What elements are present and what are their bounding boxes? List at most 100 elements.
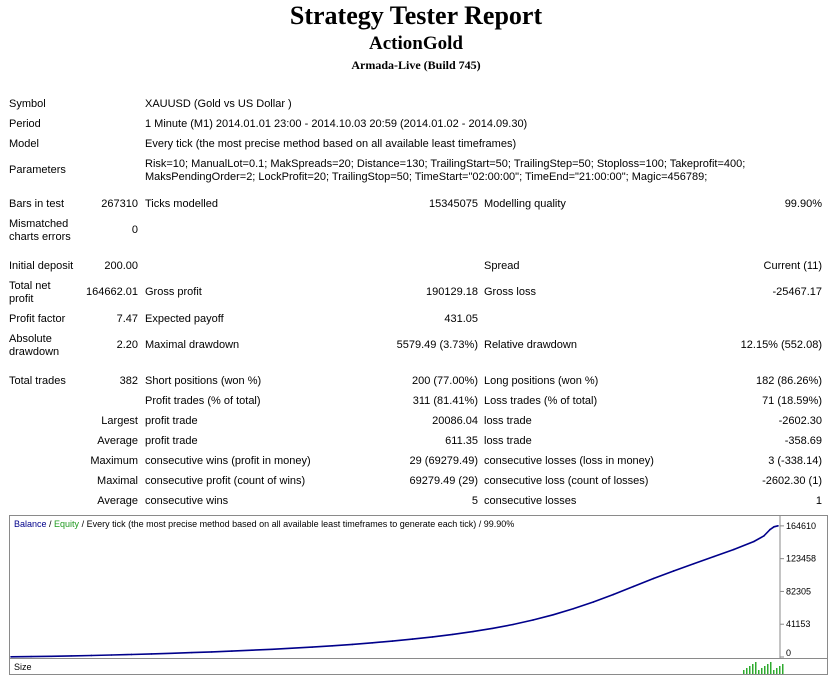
legend-sep: / (46, 519, 55, 529)
size-bar (776, 668, 778, 674)
size-bar (746, 668, 748, 674)
profit-factor-label: Profit factor (9, 313, 66, 325)
abs-drawdown-label-1: Absolute (9, 333, 52, 345)
max-drawdown-label: Maximal drawdown (145, 339, 240, 351)
initial-deposit-value: 200.00 (104, 260, 138, 272)
balance-point (753, 540, 755, 543)
balance-point (170, 652, 173, 655)
bars-label: Bars in test (9, 198, 65, 210)
balance-point (672, 570, 675, 572)
mismatch-label-2: charts errors (9, 231, 71, 243)
account-build: Armada-Live (Build 745) (351, 58, 481, 72)
expected-payoff-value: 431.05 (444, 313, 478, 325)
balance-point (190, 651, 193, 654)
period-value: 1 Minute (M1) 2014.01.01 23:00 - 2014.10… (145, 118, 528, 130)
size-bar (764, 666, 766, 674)
chart-legend: Balance / Equity / Every tick (the most … (14, 518, 514, 531)
balance-point (733, 548, 735, 551)
size-label: Size (14, 662, 32, 672)
balance-point (692, 563, 695, 565)
average-cons-label: Average (97, 495, 138, 507)
avg-cons-wins-label: consecutive wins (145, 495, 229, 507)
average-label: Average (97, 435, 138, 447)
balance-point (512, 623, 514, 626)
balance-point (130, 653, 133, 656)
gross-profit-label: Gross profit (145, 286, 202, 298)
rel-drawdown-label: Relative drawdown (484, 339, 577, 351)
loss-trades-value: 71 (18.59%) (762, 395, 822, 407)
chart-y-tick-label: 123458 (786, 554, 816, 564)
size-bar (761, 668, 763, 674)
balance-point (652, 577, 655, 580)
balance-point (90, 654, 93, 657)
balance-point (251, 649, 253, 652)
balance-point (70, 655, 73, 657)
max-cons-wins-value: 29 (69279.49) (409, 455, 479, 467)
quality-value: 99.90% (784, 198, 822, 210)
avg-cons-losses-label: consecutive losses (484, 495, 577, 507)
size-bar (743, 670, 745, 674)
report-title: Strategy Tester Report (289, 1, 543, 30)
mismatch-value: 0 (131, 224, 138, 236)
maximal-cons-loss-label: consecutive loss (count of losses) (484, 475, 649, 487)
balance-point (612, 593, 615, 596)
balance-point (371, 642, 374, 644)
balance-line (10, 525, 779, 658)
parameters-label: Parameters (9, 164, 66, 176)
rel-drawdown-value: 12.15% (552.08) (740, 339, 822, 351)
average-profit-value: 611.35 (445, 435, 478, 447)
balance-point (712, 555, 715, 558)
total-trades-label: Total trades (9, 375, 66, 387)
size-bar (773, 670, 775, 674)
bars-value: 267310 (101, 198, 138, 210)
maximal-cons-profit-label: consecutive profit (count of wins) (145, 475, 306, 487)
maximal-label: Maximal (97, 475, 138, 487)
short-positions-value: 200 (77.00%) (411, 375, 478, 387)
long-positions-label: Long positions (won %) (484, 375, 599, 387)
balance-point (30, 655, 32, 658)
balance-point (331, 645, 334, 647)
profit-trades-label: Profit trades (% of total) (145, 395, 261, 407)
balance-point (451, 633, 454, 636)
chart-y-tick-label: 41153 (786, 619, 810, 629)
maximal-cons-loss-value: -2602.30 (1) (762, 475, 822, 487)
balance-point (391, 640, 394, 642)
balance-point (532, 619, 534, 621)
balance-point (592, 601, 595, 603)
size-bar (770, 662, 772, 674)
gross-loss-value: -25467.17 (772, 286, 822, 298)
average-profit-label: profit trade (145, 435, 198, 447)
max-cons-wins-label: consecutive wins (profit in money) (145, 455, 311, 467)
average-loss-value: -358.69 (784, 435, 822, 447)
gross-loss-label: Gross loss (484, 286, 536, 298)
balance-point (231, 650, 233, 652)
period-label: Period (9, 118, 41, 130)
spread-label: Spread (484, 260, 520, 272)
chart-y-tick-label: 0 (786, 648, 791, 658)
size-panel: Size (9, 658, 828, 675)
balance-point (210, 651, 213, 653)
net-profit-label-2: profit (9, 293, 34, 305)
size-bar (758, 670, 760, 674)
balance-chart-svg: 0 41153 82305 123458 164610 (10, 516, 816, 658)
parameters-line-1: Risk=10; ManualLot=0.1; MakSpreads=20; D… (145, 158, 746, 170)
long-positions-value: 182 (86.26%) (755, 375, 822, 387)
largest-profit-value: 20086.04 (432, 415, 478, 427)
largest-label: Largest (101, 415, 138, 427)
loss-trades-label: Loss trades (% of total) (484, 395, 598, 407)
max-cons-losses-value: 3 (-338.14) (768, 455, 822, 467)
expected-payoff-label: Expected payoff (145, 313, 224, 325)
quality-label: Modelling quality (484, 198, 566, 210)
max-cons-losses-label: consecutive losses (loss in money) (484, 455, 654, 467)
parameters-line-2: MaksPendingOrder=2; LockProfit=20; Trail… (145, 171, 708, 183)
profit-factor-value: 7.47 (116, 313, 138, 325)
model-label: Model (9, 138, 39, 150)
profit-trades-value: 311 (81.41%) (412, 395, 478, 407)
net-profit-label-1: Total net (9, 280, 51, 292)
balance-point (773, 525, 775, 528)
size-bar (755, 662, 757, 674)
balance-point (472, 630, 474, 633)
net-profit-value: 164662.01 (86, 286, 138, 298)
balance-point (411, 638, 414, 640)
ticks-label: Ticks modelled (145, 198, 218, 210)
